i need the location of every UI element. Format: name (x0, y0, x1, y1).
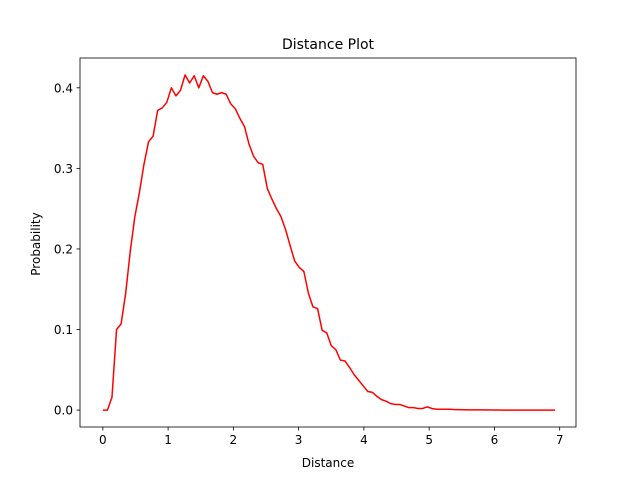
x-axis-ticks: 0 1 2 3 4 5 6 7 (99, 427, 564, 447)
y-tick-label: 0.4 (54, 81, 73, 95)
x-tick-label: 5 (425, 433, 433, 447)
x-tick-label: 6 (491, 433, 499, 447)
plot-frame (79, 57, 577, 428)
y-tick-label: 0.3 (54, 162, 73, 176)
x-tick-label: 0 (99, 433, 107, 447)
x-tick-label: 3 (295, 433, 303, 447)
y-tick-label: 0.2 (54, 242, 73, 256)
chart-title: Distance Plot (282, 37, 375, 53)
x-axis-label: Distance (302, 456, 354, 470)
x-tick-label: 2 (230, 433, 238, 447)
x-tick-label: 7 (556, 433, 564, 447)
y-axis-label: Probability (29, 212, 43, 275)
x-tick-label: 4 (360, 433, 368, 447)
x-tick-label: 1 (164, 433, 172, 447)
y-tick-label: 0.0 (54, 404, 73, 418)
y-tick-label: 0.1 (54, 323, 73, 337)
series-line (102, 74, 556, 411)
y-axis-ticks: 0.0 0.1 0.2 0.3 0.4 (54, 81, 80, 418)
